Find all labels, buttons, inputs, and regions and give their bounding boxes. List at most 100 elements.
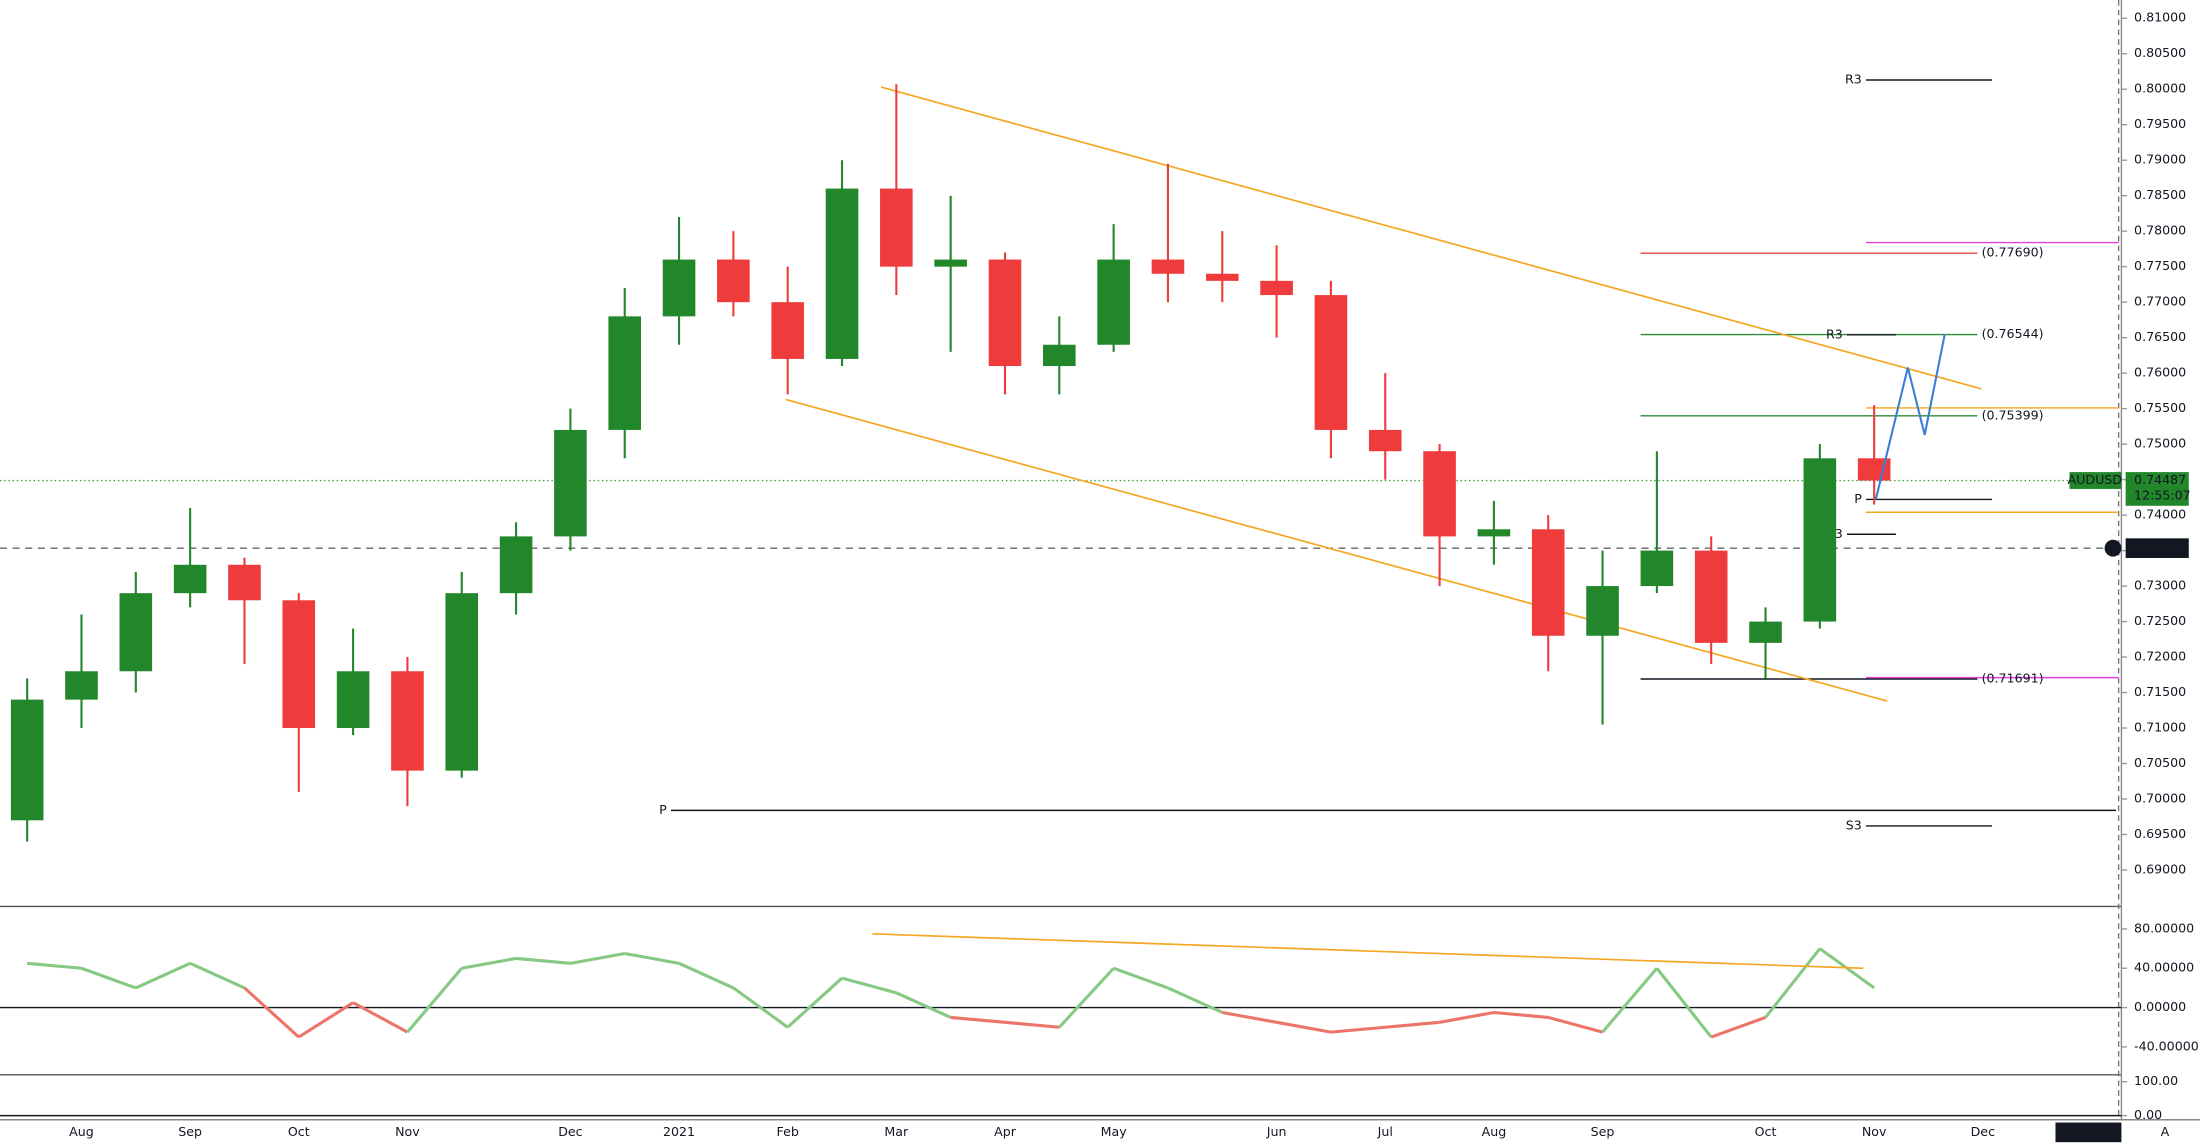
y-tick-label: 0.77000 [2134, 294, 2186, 309]
crosshair-price-tag [2125, 538, 2189, 558]
oscillator-segment [135, 961, 191, 990]
candle-body [554, 429, 587, 537]
trend-line [880, 86, 1982, 390]
x-tick-label: Aug [1482, 1124, 1507, 1139]
candle-body [771, 302, 804, 359]
level-label: (0.71691) [1982, 670, 2044, 685]
crosshair-price-label: 0.73534 [2134, 540, 2186, 555]
y-tick-label: 0.76500 [2134, 329, 2186, 344]
candle-body [1477, 529, 1511, 537]
candle-body [1749, 621, 1782, 643]
add-alert-button[interactable] [2104, 539, 2122, 557]
candle-body [1314, 295, 1348, 430]
oscillator-segment [1385, 1020, 1440, 1029]
oscillator-segment [1004, 1020, 1060, 1029]
x-tick-label: Aug [69, 1124, 94, 1139]
y-tick-label: 0.78000 [2134, 223, 2186, 238]
candle-body [1640, 550, 1674, 587]
y-tick-label: 0.80000 [2134, 81, 2186, 96]
y-tick-label: 0.00 [2134, 1107, 2162, 1122]
oscillator-segment [950, 1015, 1006, 1024]
candle-body [65, 671, 98, 700]
y-tick-label: 0.70500 [2134, 755, 2186, 770]
symbol-tag [2069, 472, 2122, 489]
x-tick-label: Dec [1971, 1124, 1995, 1139]
oscillator-segment [515, 956, 571, 965]
y-tick-label: 0.71000 [2134, 720, 2186, 735]
candle-body [934, 259, 967, 267]
y-tick-label: 0.81000 [2134, 10, 2186, 25]
level-label: (0.76544) [1982, 326, 2044, 341]
candle-body [391, 671, 424, 771]
x-tick-label: Jun [1266, 1124, 1287, 1139]
oscillator-segment [1439, 1010, 1495, 1024]
y-tick-label: 0.75500 [2134, 400, 2186, 415]
oscillator-segment [1547, 1015, 1603, 1034]
oscillator-segment [80, 966, 137, 990]
x-tick-label: Jul [1377, 1124, 1393, 1139]
oscillator-segment [1276, 1020, 1332, 1034]
last-price-label: 0.74487 [2134, 472, 2186, 487]
x-tick-label: Oct [1755, 1124, 1777, 1139]
x-tick-label: Dec [558, 1124, 582, 1139]
x-tick-label: May [1101, 1124, 1128, 1139]
oscillator-segment [352, 1001, 409, 1034]
y-tick-label: 0.74000 [2134, 507, 2186, 522]
trend-line [785, 398, 1888, 702]
oscillator-segment [406, 967, 463, 1034]
y-tick-label: 0.75000 [2134, 436, 2186, 451]
oscillator-segment [461, 956, 517, 970]
candle-body [173, 564, 207, 594]
oscillator-segment [27, 961, 82, 970]
candle-body [1043, 344, 1076, 367]
oscillator-segment [1222, 1010, 1277, 1024]
x-tick-label: Nov [1862, 1124, 1887, 1139]
candle-body [10, 699, 44, 821]
auto-scale-button[interactable]: A [2161, 1124, 2170, 1139]
crosshair-date-label: 03 Jan '22 [2056, 1124, 2119, 1139]
candle-body [1205, 273, 1239, 281]
oscillator-segment [1601, 967, 1659, 1034]
candle-body [1260, 280, 1293, 296]
oscillator-segment [297, 1001, 354, 1039]
candle-body [825, 188, 859, 359]
x-tick-label: 2021 [663, 1124, 695, 1139]
oscillator-segment [1330, 1025, 1386, 1034]
oscillator-segment [1764, 947, 1822, 1019]
y-tick-label: 0.76000 [2134, 365, 2186, 380]
oscillator-segment [1167, 986, 1223, 1014]
crosshair-date-tag [2055, 1122, 2122, 1143]
candle-body [1803, 458, 1837, 622]
candle-body [499, 536, 533, 594]
candle-body [717, 259, 750, 303]
candle-body [282, 600, 316, 729]
x-tick-label: Feb [777, 1124, 799, 1139]
candle-body [1586, 586, 1619, 636]
symbol-tag-label: AUDUSD [2068, 472, 2123, 487]
x-tick-label: Apr [994, 1124, 1017, 1139]
oscillator-segment [243, 986, 300, 1039]
oscillator-segment [786, 976, 844, 1029]
y-tick-label: -40.00000 [2134, 1038, 2199, 1053]
y-tick-label: 0.78500 [2134, 187, 2186, 202]
y-tick-label: 0.79000 [2134, 152, 2186, 167]
projection-path [1874, 333, 1946, 500]
candle-body [662, 259, 696, 317]
y-tick-label: 0.00000 [2134, 999, 2186, 1014]
last-price-tag [2125, 472, 2189, 506]
level-label: P [659, 802, 667, 817]
level-label: (0.75399) [1982, 407, 2044, 422]
candle-body [119, 593, 153, 672]
y-tick-label: 0.73000 [2134, 578, 2186, 593]
y-tick-label: 0.72000 [2134, 649, 2186, 664]
candle-body [608, 316, 642, 430]
candle-body [1368, 429, 1402, 452]
x-tick-label: Mar [884, 1124, 909, 1139]
candle-body [1097, 259, 1130, 345]
trend-line [872, 933, 1864, 970]
oscillator-segment [841, 976, 897, 995]
oscillator-segment [732, 986, 789, 1029]
